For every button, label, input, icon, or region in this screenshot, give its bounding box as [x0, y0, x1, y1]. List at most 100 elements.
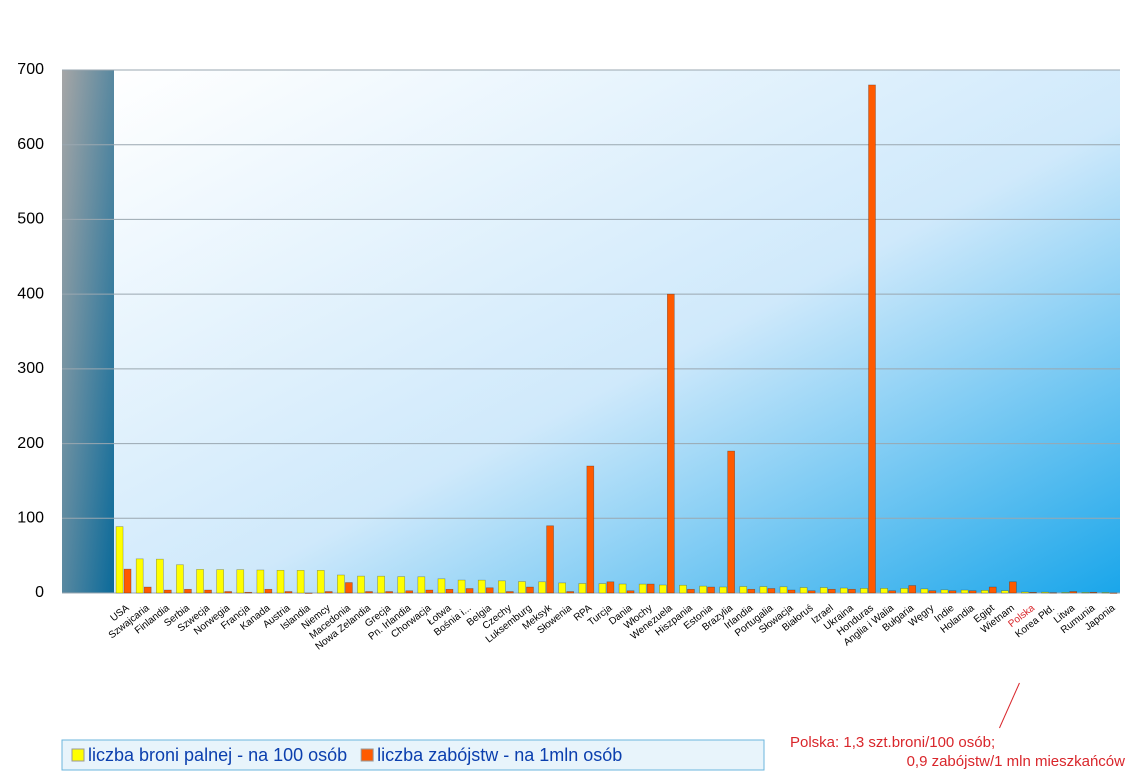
bar: [518, 581, 526, 594]
bar: [1009, 581, 1017, 594]
bar: [719, 586, 727, 594]
bar: [807, 590, 816, 594]
bar: [264, 588, 273, 594]
bar: [445, 588, 454, 594]
bar: [115, 526, 124, 594]
bar: [135, 558, 144, 594]
bar: [457, 579, 466, 594]
bar: [365, 591, 373, 594]
bar: [546, 525, 554, 594]
bar: [1029, 592, 1037, 594]
bar: [176, 564, 184, 594]
bar: [566, 591, 575, 594]
bar: [779, 586, 788, 594]
y-tick-label: 500: [17, 211, 44, 228]
bar: [397, 576, 406, 594]
annotation: Polska: 1,3 szt.broni/100 osób;: [790, 734, 995, 751]
bar: [256, 569, 265, 594]
bar: [578, 583, 587, 594]
bar: [827, 588, 836, 594]
bar: [377, 575, 385, 594]
bar: [586, 465, 595, 594]
bar: [156, 558, 164, 594]
bar: [888, 590, 896, 594]
bar: [1069, 591, 1077, 594]
y-tick-label: 600: [17, 136, 44, 153]
bar: [143, 586, 152, 594]
y-tick-label: 0: [35, 584, 44, 601]
bar: [1001, 590, 1009, 594]
bar: [345, 582, 353, 594]
legend: [61, 739, 765, 771]
bar: [465, 588, 474, 594]
bar: [727, 450, 735, 594]
bar: [506, 591, 514, 594]
bar: [558, 582, 567, 594]
bar: [940, 589, 949, 594]
bar: [244, 591, 253, 594]
bar: [526, 586, 534, 594]
side-wall: [62, 70, 114, 593]
y-tick-label: 300: [17, 360, 44, 377]
bar: [405, 590, 414, 594]
legend-label: liczba broni palnej - na 100 osób: [88, 745, 347, 765]
bar: [1049, 592, 1057, 594]
bar: [498, 580, 506, 594]
bar: [759, 586, 768, 594]
y-tick-label: 700: [17, 61, 44, 78]
bar: [324, 591, 333, 594]
bar: [860, 588, 868, 594]
bar: [868, 84, 876, 594]
bar: [284, 591, 293, 594]
bar: [638, 583, 647, 594]
bar: [1081, 592, 1090, 594]
bar: [385, 591, 393, 594]
bar: [819, 587, 828, 594]
bar: [164, 589, 172, 594]
bar: [196, 569, 204, 594]
bar: [337, 574, 345, 594]
bar: [123, 568, 132, 594]
bar: [968, 590, 977, 594]
bar: [417, 576, 426, 594]
bar: [1041, 591, 1049, 594]
bar: [1061, 592, 1069, 594]
bar: [1101, 592, 1110, 594]
bar: [920, 588, 929, 594]
y-tick-label: 200: [17, 435, 44, 452]
bar: [626, 590, 635, 594]
bar: [848, 588, 856, 594]
bar: [908, 585, 917, 594]
bar: [357, 575, 365, 594]
y-tick-label: 400: [17, 285, 44, 302]
bar: [679, 584, 687, 594]
bar: [687, 588, 695, 594]
bar: [204, 589, 212, 594]
bar: [739, 586, 748, 594]
bar: [296, 570, 305, 594]
bar: [988, 586, 997, 594]
legend-label: liczba zabójstw - na 1mln osób: [377, 745, 622, 765]
bar: [425, 589, 434, 594]
bar: [477, 579, 486, 594]
bar: [538, 581, 546, 594]
bar: [960, 589, 969, 594]
bar: [699, 585, 707, 594]
annotation-line: [999, 682, 1020, 729]
bar: [224, 591, 232, 594]
bar: [216, 569, 224, 594]
y-tick-label: 100: [17, 510, 44, 527]
bar: [900, 588, 909, 594]
bar: [1109, 592, 1118, 594]
bar: [304, 592, 313, 594]
bar: [236, 569, 245, 594]
bar: [840, 587, 848, 594]
bar: [598, 583, 607, 594]
bar: [485, 587, 494, 594]
bar: [787, 589, 796, 594]
bar: [276, 569, 285, 594]
bar: [316, 570, 325, 594]
legend-swatch: [71, 748, 85, 762]
bar: [747, 588, 756, 594]
bar: [1089, 591, 1098, 594]
